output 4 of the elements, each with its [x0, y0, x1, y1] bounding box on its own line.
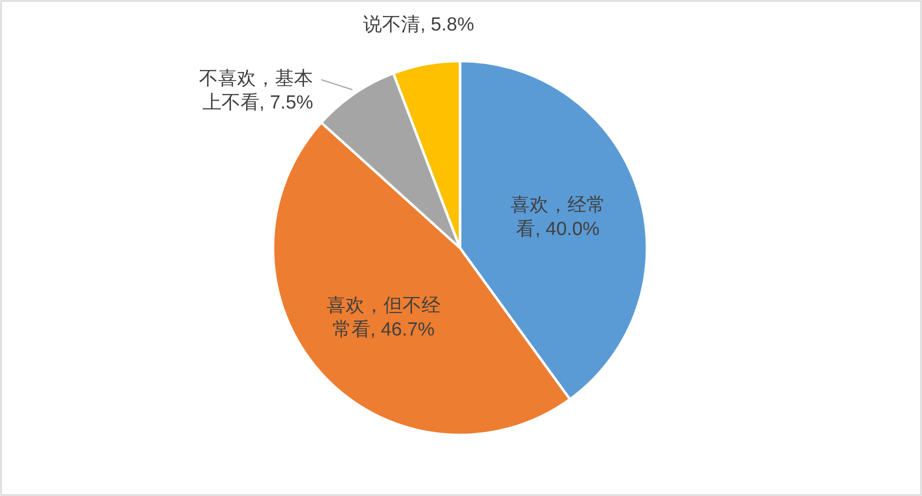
label: 喜欢，经常看, 40.0%: [510, 195, 606, 240]
label: 说不清, 5.8%: [363, 14, 474, 36]
label: 喜欢，但不经常看, 46.7%: [326, 296, 440, 341]
label: 不喜欢，基本上不看, 7.5%: [199, 68, 314, 114]
